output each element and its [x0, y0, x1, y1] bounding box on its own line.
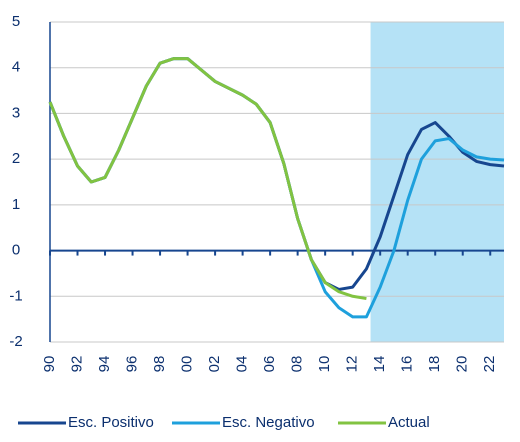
legend-label: Esc. Negativo: [222, 414, 315, 431]
x-tick-label: 20: [454, 356, 471, 373]
y-tick-label: -2: [9, 333, 22, 350]
x-tick-label: 98: [151, 356, 168, 373]
x-tick-label: 02: [206, 356, 223, 373]
x-tick-label: 18: [426, 356, 443, 373]
legend-label: Esc. Positivo: [68, 414, 154, 431]
x-tick-label: 22: [481, 356, 498, 373]
x-tick-label: 10: [316, 356, 333, 373]
x-tick-label: 00: [179, 356, 196, 373]
x-tick-label: 96: [124, 356, 141, 373]
series-line: [48, 57, 367, 301]
y-tick-label: 5: [12, 13, 20, 30]
x-tick-label: 16: [399, 356, 416, 373]
y-tick-label: 2: [12, 150, 20, 167]
forecast-shade: [370, 22, 504, 342]
legend-label: Actual: [388, 414, 430, 431]
y-tick-label: 0: [12, 242, 20, 259]
x-tick-label: 92: [68, 356, 85, 373]
y-tick-label: 3: [12, 104, 20, 121]
y-tick-label: -1: [9, 287, 22, 304]
x-tick-label: 04: [234, 356, 251, 373]
x-tick-label: 14: [371, 356, 388, 373]
y-tick-label: 1: [12, 196, 20, 213]
x-tick-label: 90: [41, 356, 58, 373]
x-tick-label: 08: [289, 356, 306, 373]
x-tick-label: 94: [96, 356, 113, 373]
y-tick-label: 4: [12, 59, 20, 76]
x-tick-label: 12: [344, 356, 361, 373]
x-tick-label: 06: [261, 356, 278, 373]
